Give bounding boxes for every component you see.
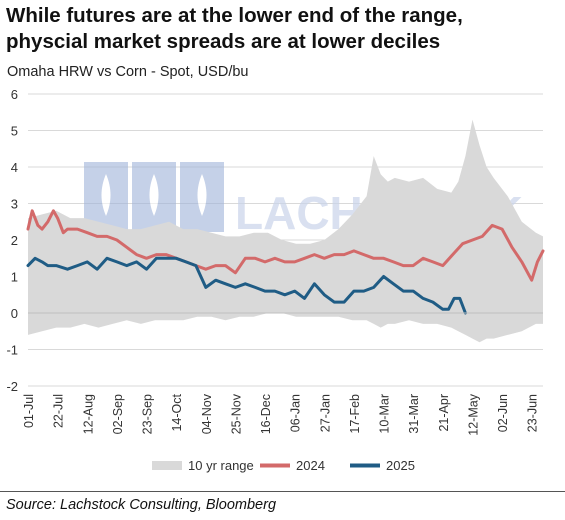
chart-title-line-1: While futures are at the lower end of th… — [6, 4, 463, 27]
x-tick-label: 12-May — [467, 393, 481, 435]
legend-swatch-band — [152, 461, 182, 470]
x-tick-label: 02-Sep — [111, 394, 125, 434]
legend-label: 2025 — [386, 458, 415, 473]
x-tick-label: 23-Sep — [141, 394, 155, 434]
y-tick-label: 1 — [11, 270, 18, 285]
series-line-2024 — [26, 209, 545, 282]
y-tick-label: 3 — [11, 197, 18, 212]
watermark-logo — [84, 162, 224, 232]
x-tick-label: 27-Jan — [318, 394, 332, 432]
y-tick-label: 4 — [11, 160, 18, 175]
x-tick-label: 01-Jul — [22, 394, 36, 428]
y-tick-label: 2 — [11, 233, 18, 248]
x-tick-label: 14-Oct — [170, 393, 184, 431]
legend: 10 yr range 2024 2025 — [152, 458, 415, 473]
source-note: Source: Lachstock Consulting, Bloomberg — [6, 497, 277, 513]
x-tick-label: 04-Nov — [200, 393, 214, 434]
x-tick-label: 16-Dec — [259, 394, 273, 434]
x-tick-label: 17-Feb — [348, 394, 362, 434]
x-tick-label: 22-Jul — [52, 394, 66, 428]
series-lines — [26, 209, 545, 315]
x-tick-label: 21-Apr — [437, 394, 451, 432]
footer-divider — [0, 491, 565, 492]
y-tick-label: -1 — [6, 343, 18, 358]
x-tick-label: 06-Jan — [289, 394, 303, 432]
x-axis: 01-Jul 22-Jul 12-Aug 02-Sep 23-Sep 14-Oct 04-N… — [22, 312, 543, 436]
band-10yr-range — [28, 119, 543, 343]
legend-label: 10 yr range — [188, 458, 254, 473]
x-tick-label: 25-Nov — [229, 393, 243, 434]
x-tick-label: 12-Aug — [81, 394, 95, 434]
series-line-2025 — [26, 256, 467, 315]
x-tick-label: 23-Jun — [526, 394, 540, 432]
x-tick-label: 31-Mar — [407, 394, 421, 434]
y-axis: -2 -1 0 1 2 3 4 5 6 — [6, 87, 18, 394]
chart-title: While futures are at the lower end of th… — [6, 3, 561, 55]
y-tick-label: 0 — [11, 306, 18, 321]
x-tick-label: 02-Jun — [496, 394, 510, 432]
y-tick-label: 5 — [11, 124, 18, 139]
legend-label: 2024 — [296, 458, 325, 473]
x-tick-label: 10-Mar — [378, 394, 392, 434]
chart-title-line-2: physcial market spreads are at lower dec… — [6, 30, 441, 53]
y-tick-label: 6 — [11, 87, 18, 102]
series-band-10yr — [28, 119, 543, 343]
chart-subtitle: Omaha HRW vs Corn - Spot, USD/bu — [7, 64, 249, 80]
y-tick-label: -2 — [6, 379, 18, 394]
